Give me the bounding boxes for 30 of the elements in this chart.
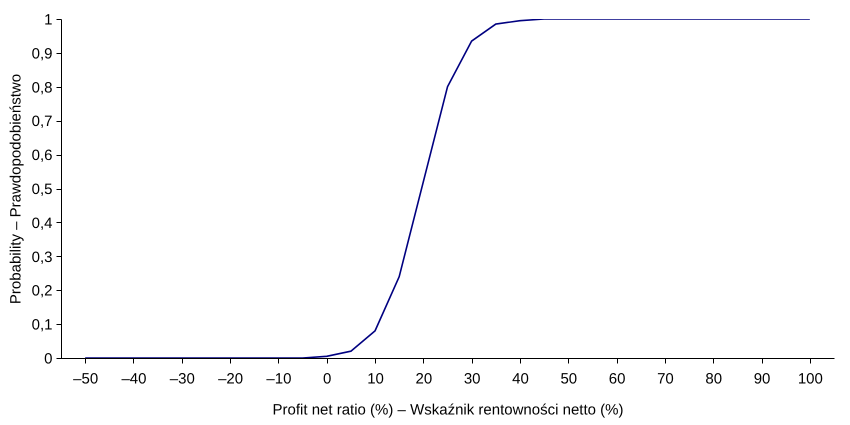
x-tick-label: 90 — [754, 370, 770, 388]
x-tick-label: 80 — [705, 370, 722, 388]
y-tick-label: 0 — [44, 350, 52, 368]
x-tick-label: 0 — [323, 370, 332, 388]
x-tick-label: 50 — [560, 370, 578, 388]
x-tick-label: –20 — [218, 370, 244, 388]
x-tick-label: –50 — [73, 370, 98, 388]
line-series — [84, 19, 811, 358]
y-tick-label: 0,3 — [32, 248, 52, 266]
x-tick-label: 20 — [416, 370, 432, 388]
y-axis-title: Probability – Prawdopodobieństwo — [8, 74, 25, 304]
x-tick-label: 100 — [798, 370, 823, 388]
y-tick-label: 0,2 — [32, 282, 52, 300]
y-tick-label: 0,4 — [32, 214, 52, 232]
y-tick-label: 0,8 — [32, 79, 52, 96]
y-tick-label: 0,5 — [32, 181, 52, 198]
x-tick-label: 30 — [464, 370, 480, 388]
x-tick-label: 70 — [657, 370, 674, 388]
x-tick-label: 10 — [367, 370, 384, 388]
x-tick-label: 40 — [512, 370, 529, 388]
x-tick-label: –30 — [170, 370, 195, 388]
x-tick-label: –40 — [121, 370, 146, 388]
x-tick-label: 60 — [608, 370, 626, 388]
x-tick-label: –10 — [266, 370, 292, 388]
y-tick-label: 0,9 — [32, 45, 52, 62]
y-tick-label: 1 — [44, 12, 52, 28]
x-axis-title: Profit net ratio (%) – Wskaźnik rentowności netto (%) — [272, 402, 624, 418]
y-tick-label: 0,7 — [32, 113, 52, 130]
y-tick-label: 0,6 — [32, 147, 52, 164]
y-tick-label: 0,1 — [32, 316, 52, 334]
